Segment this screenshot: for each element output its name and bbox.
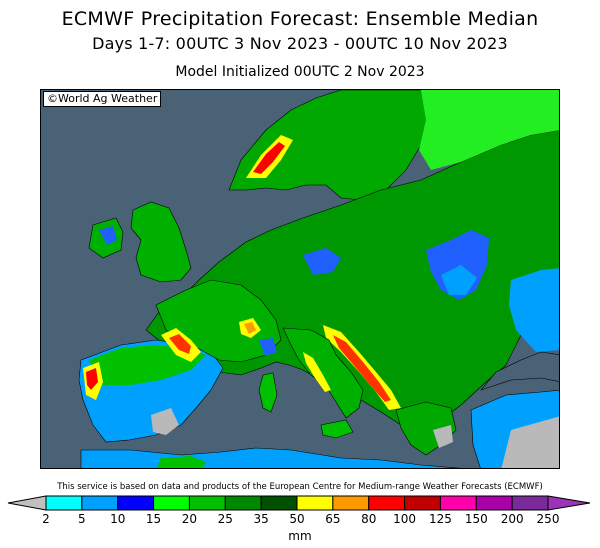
precip-france-west-max	[169, 334, 191, 354]
colorbar-swatch	[188, 495, 226, 511]
colorbar-swatch	[296, 495, 334, 511]
colorbar-swatch	[475, 495, 513, 511]
colorbar-swatch	[45, 495, 83, 511]
colorbar-swatch	[404, 495, 441, 511]
precip-italy-west	[303, 352, 331, 392]
colorbar	[7, 495, 591, 511]
precip-ukraine-cyan	[441, 265, 477, 295]
precip-alps-max	[244, 322, 256, 334]
precip-portugal-max	[86, 368, 98, 390]
colorbar-tick-label: 5	[78, 512, 86, 526]
precip-adriatic-max	[333, 335, 391, 402]
colorbar-swatch	[511, 495, 549, 511]
colorbar-tick-label: 35	[253, 512, 269, 526]
colorbar-under-range	[7, 495, 47, 511]
colorbar-tick-label: 25	[217, 512, 233, 526]
precip-africa-green	[156, 456, 206, 468]
black-sea	[480, 351, 559, 391]
precip-anatolia-dry	[501, 416, 559, 468]
colorbar-tick-label: 250	[536, 512, 560, 526]
colorbar-tick-label: 10	[110, 512, 126, 526]
precip-black-sea-north	[509, 268, 559, 352]
colorbar-swatch	[81, 495, 119, 511]
precip-germany-blue	[303, 248, 341, 275]
colorbar-tick-label: 150	[464, 512, 488, 526]
colorbar-tick-label: 15	[145, 512, 162, 526]
land-sardinia	[258, 372, 278, 413]
map-title: ECMWF Precipitation Forecast: Ensemble M…	[61, 8, 539, 30]
colorbar-tick-label: 65	[325, 512, 341, 526]
colorbar-swatch	[439, 495, 477, 511]
colorbar-tick-label: 100	[393, 512, 417, 526]
colorbar-tick-label: 80	[361, 512, 377, 526]
colorbar-swatch	[117, 495, 155, 511]
colorbar-swatch	[224, 495, 262, 511]
precip-rhone-blue	[259, 338, 277, 356]
land-italy	[282, 327, 364, 419]
colorbar-swatch	[260, 495, 298, 511]
attribution-text: This service is based on data and produc…	[57, 482, 543, 492]
colorbar-swatch	[332, 495, 370, 511]
colorbar-swatch	[153, 495, 190, 511]
precip-iberia-dry	[151, 408, 179, 435]
land-east-europe	[419, 90, 559, 170]
colorbar-tick-label: 2	[42, 512, 50, 526]
colorbar-tick-label: 125	[428, 512, 452, 526]
map-canvas	[41, 90, 559, 468]
colorbar-tick-label: 50	[289, 512, 305, 526]
land-great-britain	[130, 201, 192, 283]
forecast-period: Days 1-7: 00UTC 3 Nov 2023 - 00UTC 10 No…	[92, 34, 508, 53]
precip-ireland-blue	[99, 226, 117, 245]
land-scandinavia	[228, 90, 462, 201]
model-initialized: Model Initialized 00UTC 2 Nov 2023	[175, 64, 425, 80]
colorbar-unit: mm	[288, 529, 312, 543]
copyright-label: ©World Ag Weather	[43, 91, 162, 107]
colorbar-tick-label: 200	[500, 512, 524, 526]
colorbar-over-range	[547, 495, 591, 511]
colorbar-swatch	[368, 495, 406, 511]
land-sicily	[320, 419, 354, 439]
precipitation-map	[40, 89, 560, 469]
colorbar-tick-label: 20	[181, 512, 198, 526]
precip-norway-max	[253, 142, 285, 174]
precip-aegean-dry	[433, 425, 453, 448]
